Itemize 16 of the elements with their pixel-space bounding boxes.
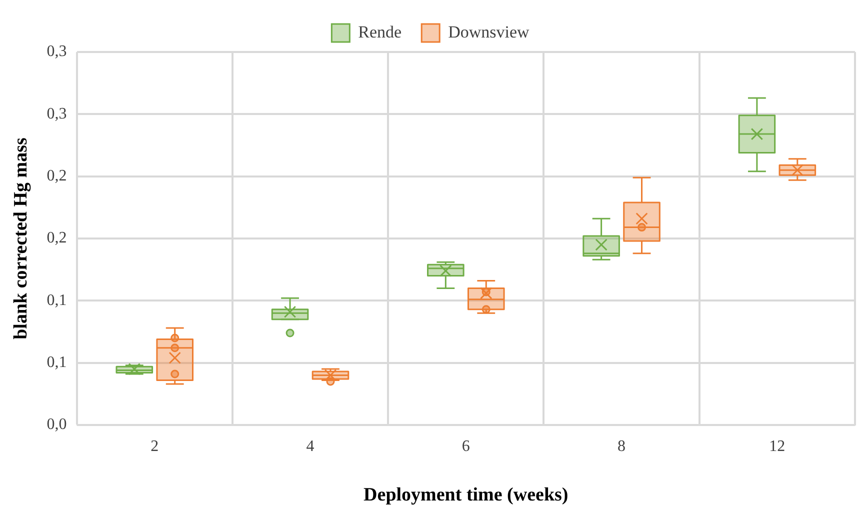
- x-tick-label: 8: [618, 438, 626, 455]
- y-axis-title: blank corrected Hg mass: [10, 138, 32, 340]
- y-tick-label: 0,1: [46, 292, 67, 309]
- y-tick-label: 0,2: [46, 230, 67, 247]
- x-tick-label: 12: [769, 438, 786, 455]
- y-tick-label: 0,1: [46, 354, 67, 372]
- x-tick-label: 2: [150, 438, 159, 455]
- x-tick-label: 6: [462, 438, 470, 455]
- x-axis-title: Deployment time (weeks): [364, 484, 568, 506]
- y-tick-label: 0,3: [46, 105, 67, 122]
- legend-label: Rende: [358, 22, 402, 42]
- y-tick-label: 0,2: [46, 168, 67, 185]
- legend-label: Downsview: [448, 22, 530, 42]
- x-tick-label: 4: [306, 438, 314, 455]
- y-tick-label: 0,0: [46, 416, 67, 434]
- y-tick-label: 0,3: [46, 43, 67, 60]
